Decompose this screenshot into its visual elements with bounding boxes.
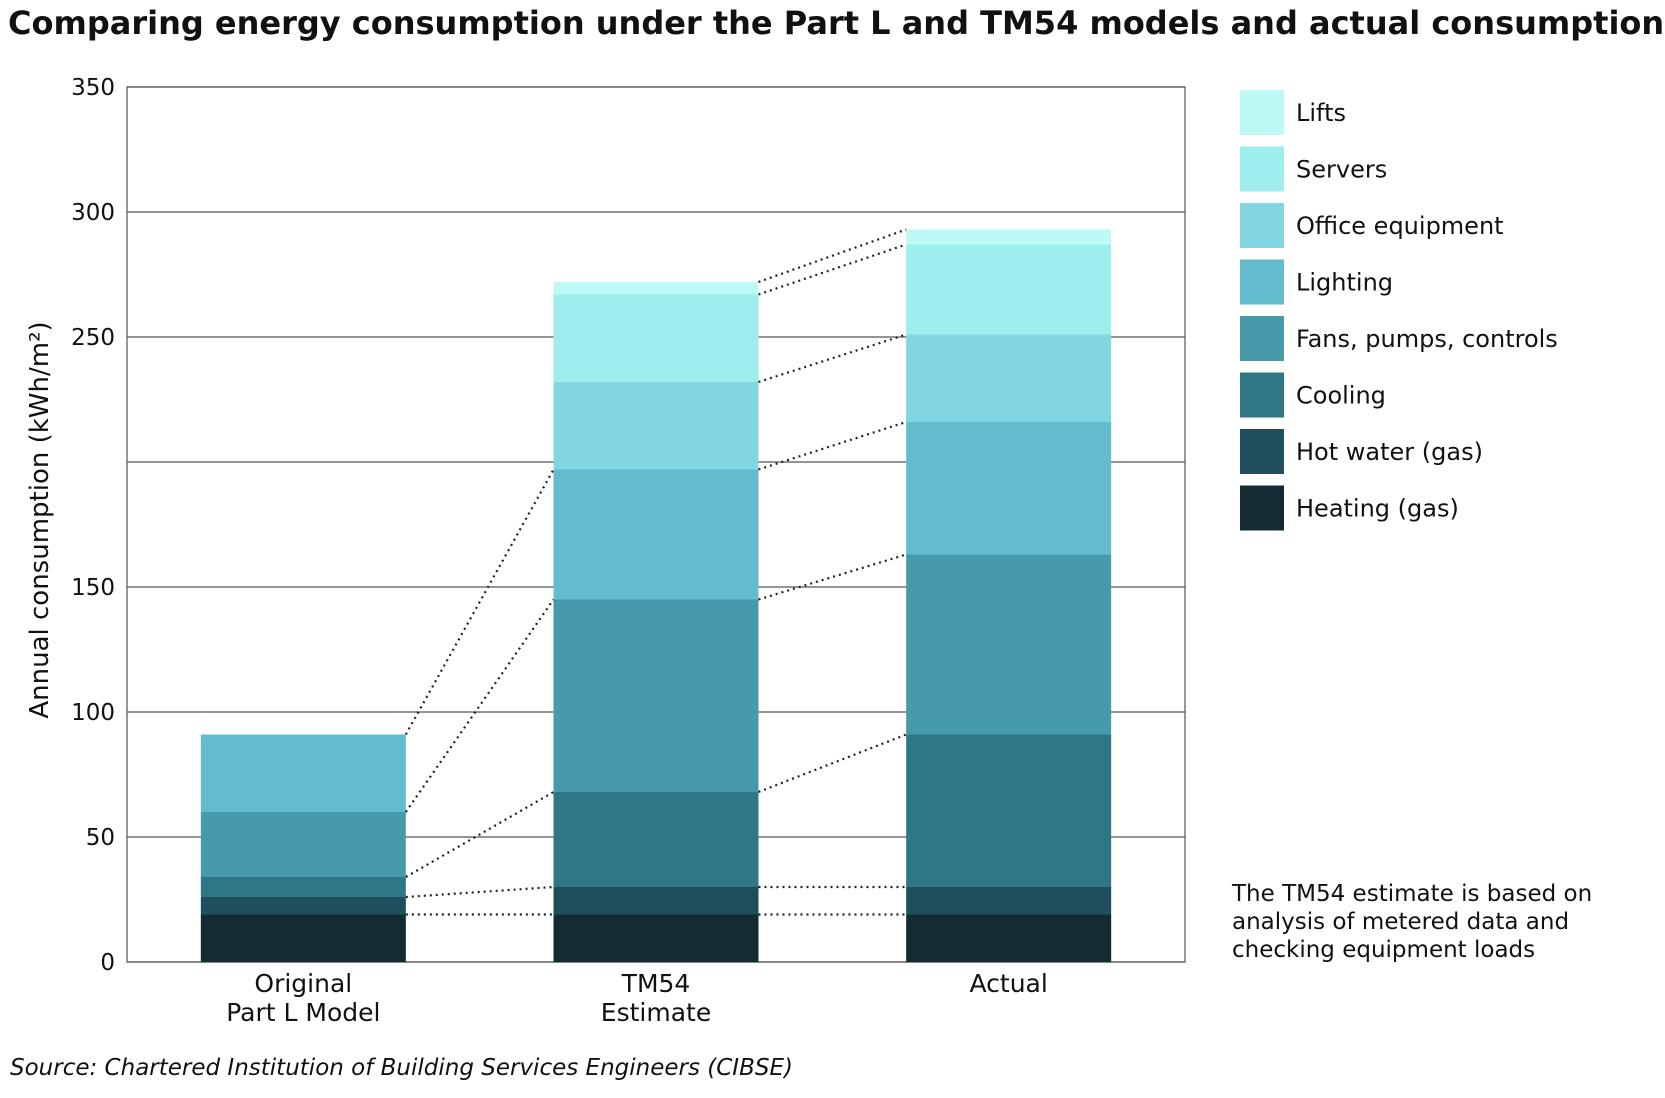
legend-swatch xyxy=(1240,316,1284,361)
connector xyxy=(758,733,907,794)
bar-segment xyxy=(200,914,406,962)
legend-swatch xyxy=(1240,372,1284,418)
y-tick-label: 250 xyxy=(71,325,115,351)
bar-segment xyxy=(906,887,1112,915)
connector xyxy=(405,791,555,878)
legend-label: Lighting xyxy=(1296,269,1393,297)
x-tick-label: TM54 Estimate xyxy=(601,969,711,1027)
note: The TM54 estimate is based on analysis o… xyxy=(1232,881,1593,963)
x-tick-label: Original Part L Model xyxy=(226,969,380,1027)
connector xyxy=(758,228,907,284)
legend-swatch xyxy=(1240,259,1284,305)
bar-segment xyxy=(200,877,406,897)
connector xyxy=(405,885,554,899)
y-tick-label: 50 xyxy=(86,825,115,851)
bar-segment xyxy=(553,469,759,600)
bar-segment xyxy=(553,294,759,382)
y-tick-label: 150 xyxy=(71,575,115,601)
legend-swatch xyxy=(1240,203,1284,248)
legend-label: Hot water (gas) xyxy=(1296,438,1483,466)
connector xyxy=(404,598,555,813)
bar-segment xyxy=(553,282,759,295)
connector xyxy=(758,553,907,601)
legend-swatch xyxy=(1240,146,1284,192)
bar-segment xyxy=(906,422,1112,555)
legend-swatch xyxy=(1240,485,1284,531)
legend-label: Cooling xyxy=(1296,382,1386,410)
connector xyxy=(758,333,907,384)
legend-label: Servers xyxy=(1296,156,1387,184)
legend-label: Heating (gas) xyxy=(1296,495,1459,523)
bar-segment xyxy=(200,897,406,915)
bar-segment xyxy=(553,792,759,887)
connector xyxy=(758,420,907,471)
connector xyxy=(404,468,555,736)
legend-label: Fans, pumps, controls xyxy=(1296,325,1558,353)
bar-segment xyxy=(906,554,1112,735)
bar-segment xyxy=(906,334,1112,422)
legend-label: Lifts xyxy=(1296,99,1346,127)
chart-title: Comparing energy consumption under the P… xyxy=(8,4,1664,42)
y-axis-label: Annual consumption (kWh/m²) xyxy=(25,321,55,718)
bar-segment xyxy=(906,244,1112,335)
source: Source: Chartered Institution of Buildin… xyxy=(10,1055,793,1081)
bar-segment xyxy=(906,914,1112,962)
bar-segment xyxy=(553,599,759,792)
legend-swatch xyxy=(1240,90,1284,135)
connector xyxy=(758,243,907,296)
bar-segment xyxy=(906,229,1112,245)
y-tick-label: 0 xyxy=(100,950,115,976)
bar-segment xyxy=(906,734,1112,887)
legend-label: Office equipment xyxy=(1296,212,1504,240)
y-tick-label: 100 xyxy=(71,700,115,726)
bar-segment xyxy=(553,382,759,470)
y-tick-label: 300 xyxy=(71,200,115,226)
bar-segment xyxy=(200,734,406,812)
bar-segment xyxy=(553,887,759,915)
legend-swatch xyxy=(1240,429,1284,474)
y-tick-label: 350 xyxy=(71,75,115,101)
bar-segment xyxy=(200,812,406,877)
x-tick-label: Actual xyxy=(970,969,1048,998)
bar-segment xyxy=(553,914,759,962)
